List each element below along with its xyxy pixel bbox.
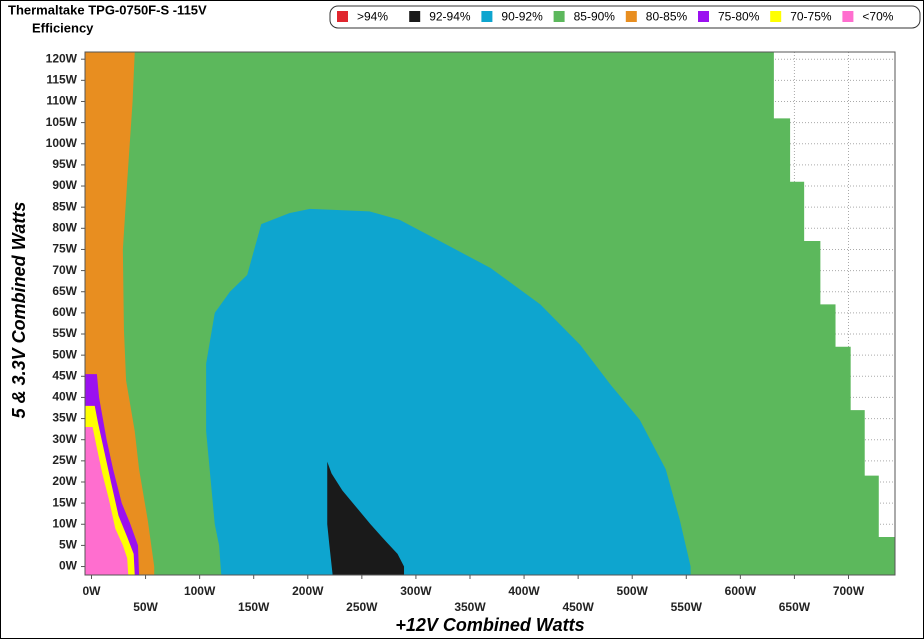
legend-swatch xyxy=(409,11,421,22)
y-tick-label: 50W xyxy=(52,347,77,361)
y-axis-label: 5 & 3.3V Combined Watts xyxy=(9,202,29,419)
y-tick-label: 100W xyxy=(46,136,78,150)
x-tick-label: 200W xyxy=(292,584,324,598)
y-tick-label: 10W xyxy=(52,516,77,530)
x-tick-label: 300W xyxy=(400,584,432,598)
legend-label: 80-85% xyxy=(646,10,688,24)
x-tick-label: 450W xyxy=(562,600,594,614)
legend-swatch xyxy=(337,11,348,22)
x-tick-label: 100W xyxy=(184,584,216,598)
legend-label: >94% xyxy=(357,10,388,24)
x-tick-label: 550W xyxy=(671,600,703,614)
legend-swatch xyxy=(842,11,854,22)
legend-swatch xyxy=(625,11,637,22)
y-tick-label: 5W xyxy=(59,538,78,552)
efficiency-region xyxy=(85,427,129,575)
legend-label: 90-92% xyxy=(501,10,543,24)
y-tick-label: 40W xyxy=(52,390,77,404)
y-tick-label: 60W xyxy=(52,305,77,319)
x-tick-label: 50W xyxy=(133,600,158,614)
y-tick-label: 105W xyxy=(46,115,78,129)
legend-swatch xyxy=(481,11,493,22)
x-tick-label: 500W xyxy=(617,584,649,598)
y-tick-label: 15W xyxy=(52,495,77,509)
y-tick-label: 30W xyxy=(52,432,77,446)
x-tick-label: 0W xyxy=(82,584,101,598)
x-axis-label: +12V Combined Watts xyxy=(395,615,584,635)
y-tick-label: 25W xyxy=(52,453,77,467)
legend-label: 70-75% xyxy=(790,10,832,24)
y-tick-label: 110W xyxy=(46,94,77,108)
chart-subtitle: Efficiency xyxy=(32,20,94,35)
y-tick-label: 70W xyxy=(52,263,77,277)
y-tick-label: 75W xyxy=(52,242,77,256)
plot-border xyxy=(84,51,896,576)
efficiency-region xyxy=(327,461,405,575)
x-tick-label: 350W xyxy=(454,600,486,614)
y-tick-label: 0W xyxy=(59,559,78,573)
y-tick-label: 80W xyxy=(52,220,77,234)
x-tick-label: 150W xyxy=(238,600,270,614)
chart-title: Thermaltake TPG-0750F-S -115V xyxy=(8,2,207,17)
legend-label: <70% xyxy=(862,10,893,24)
legend-label: 92-94% xyxy=(429,10,471,24)
legend-label: 85-90% xyxy=(574,10,616,24)
y-tick-label: 90W xyxy=(52,178,77,192)
y-tick-label: 45W xyxy=(52,368,77,382)
legend-swatch xyxy=(553,11,565,22)
y-tick-label: 20W xyxy=(52,474,77,488)
y-tick-label: 55W xyxy=(52,326,77,340)
x-tick-label: 400W xyxy=(508,584,540,598)
legend-swatch xyxy=(770,11,782,22)
x-tick-label: 700W xyxy=(833,584,865,598)
y-tick-label: 35W xyxy=(52,411,77,425)
x-tick-label: 600W xyxy=(725,584,757,598)
y-tick-label: 85W xyxy=(52,199,77,213)
y-tick-label: 115W xyxy=(46,72,77,86)
x-tick-label: 250W xyxy=(346,600,378,614)
y-tick-label: 120W xyxy=(46,51,78,65)
y-tick-label: 65W xyxy=(52,284,77,298)
y-tick-label: 95W xyxy=(52,157,77,171)
legend-label: 75-80% xyxy=(718,10,760,24)
x-tick-label: 650W xyxy=(779,600,811,614)
legend-swatch xyxy=(698,11,709,22)
